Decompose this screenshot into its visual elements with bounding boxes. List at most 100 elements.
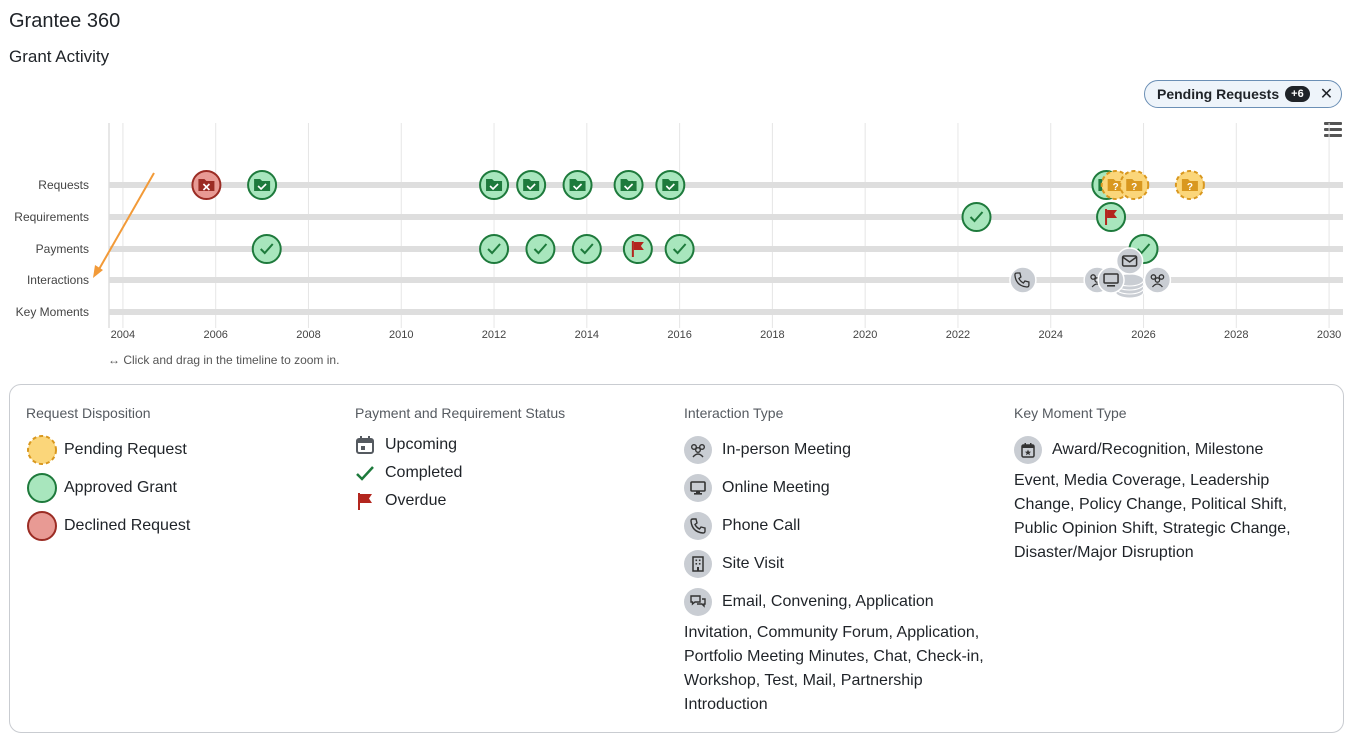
annotation-arrow [97, 172, 155, 272]
legend-label: Online Meeting [722, 479, 830, 496]
legend-label: Site Visit [722, 555, 784, 572]
pending-count-badge: +6 [1285, 86, 1310, 102]
svg-text:?: ? [1187, 182, 1193, 193]
row-label: Key Moments [16, 305, 89, 319]
legend-label: Pending Request [64, 441, 187, 458]
row-track [109, 214, 1343, 220]
row-track [109, 309, 1343, 315]
legend-heading: Request Disposition [26, 405, 151, 421]
timeline-marker-approved[interactable] [516, 170, 547, 200]
svg-text:?: ? [1131, 182, 1137, 193]
legend-status: Payment and Requirement Status Upcoming … [355, 405, 655, 515]
calendar-star-icon [1014, 436, 1052, 464]
timeline-marker-completed[interactable] [525, 234, 556, 264]
x-tick-label: 2024 [1038, 329, 1062, 341]
legend-item-approved: Approved Grant [26, 469, 326, 507]
x-tick-label: 2026 [1131, 329, 1155, 341]
legend-item-declined: Declined Request [26, 507, 326, 545]
legend-label-continued: Invitation, Community Forum, Application… [684, 624, 984, 713]
timeline-marker-declined[interactable] [191, 170, 222, 200]
legend-item-other-interactions: Email, Convening, Application Invitation… [684, 583, 994, 717]
x-tick-label: 2006 [203, 329, 227, 341]
x-tick-label: 2022 [946, 329, 970, 341]
legend-label: Phone Call [722, 517, 801, 534]
svg-text:?: ? [1113, 182, 1119, 193]
timeline-marker-phone-call[interactable] [1009, 266, 1037, 294]
timeline-marker-overdue[interactable] [622, 234, 653, 264]
timeline-chart[interactable]: Requests Requirements Payments Interactions… [0, 115, 1357, 350]
timeline-marker-overdue[interactable] [1096, 202, 1127, 232]
hamburger-menu-icon[interactable] [1324, 122, 1342, 138]
building-icon [684, 550, 722, 578]
pending-requests-filter-chip[interactable]: Pending Requests +6 ✕ [1144, 80, 1342, 108]
annotation-arrowhead [93, 265, 103, 278]
timeline-marker-approved[interactable] [479, 170, 510, 200]
timeline-marker-completed[interactable] [664, 234, 695, 264]
timeline-marker-pending[interactable]: ? [1174, 170, 1205, 200]
timeline-marker-approved[interactable] [247, 170, 278, 200]
flag-icon [355, 491, 385, 511]
legend-item-phone: Phone Call [684, 507, 994, 545]
x-tick-label: 2016 [667, 329, 691, 341]
row-label: Requests [38, 178, 89, 192]
timeline-marker-completed[interactable] [571, 234, 602, 264]
page-title: Grantee 360 [9, 10, 121, 32]
row-track [109, 182, 1343, 188]
calendar-icon [355, 435, 385, 455]
legend-item-key-moments: Award/Recognition, Milestone Event, Medi… [1014, 431, 1324, 565]
row-label: Interactions [27, 273, 89, 287]
timeline-marker-completed[interactable] [251, 234, 282, 264]
legend-item-online: Online Meeting [684, 469, 994, 507]
legend-heading: Payment and Requirement Status [355, 405, 566, 421]
x-tick-label: 2028 [1224, 329, 1248, 341]
legend-panel: Request Disposition Pending Request Appr… [9, 384, 1344, 733]
legend-label: In-person Meeting [722, 441, 851, 458]
timeline-marker-in-person-meeting[interactable] [1143, 266, 1172, 294]
x-tick-label: 2010 [389, 329, 413, 341]
pending-requests-label: Pending Requests [1157, 86, 1280, 102]
timeline-marker-email[interactable] [1115, 247, 1144, 275]
timeline-marker-completed[interactable] [479, 234, 510, 264]
zoom-hint: ↔ Click and drag in the timeline to zoom… [108, 353, 340, 367]
legend-label: Declined Request [64, 517, 191, 534]
timeline-marker-pending[interactable]: ? [1119, 170, 1150, 200]
legend-item-overdue: Overdue [355, 487, 655, 515]
phone-icon [684, 512, 722, 540]
declined-request-icon [26, 510, 64, 542]
legend-request-disposition: Request Disposition Pending Request Appr… [26, 405, 326, 545]
x-tick-label: 2012 [482, 329, 506, 341]
x-tick-label: 2020 [853, 329, 877, 341]
timeline-marker-approved[interactable] [562, 170, 593, 200]
legend-item-in-person: In-person Meeting [684, 431, 994, 469]
timeline-marker-approved[interactable] [613, 170, 644, 200]
x-tick-label: 2030 [1317, 329, 1341, 341]
timeline-marker-approved[interactable] [655, 170, 686, 200]
legend-label-continued: Event, Media Coverage, Leadership Change… [1014, 472, 1291, 561]
monitor-icon [684, 474, 722, 502]
row-track [109, 277, 1343, 283]
close-icon[interactable]: ✕ [1319, 86, 1334, 103]
approved-grant-icon [26, 472, 64, 504]
x-tick-label: 2008 [296, 329, 320, 341]
legend-item-completed: Completed [355, 459, 655, 487]
x-tick-label: 2014 [575, 329, 599, 341]
legend-label: Approved Grant [64, 479, 177, 496]
timeline-marker-online-meeting[interactable] [1097, 266, 1125, 294]
legend-heading: Key Moment Type [1014, 405, 1127, 421]
row-label: Payments [36, 242, 89, 256]
legend-item-site-visit: Site Visit [684, 545, 994, 583]
pending-request-icon [26, 434, 64, 466]
row-label: Requirements [14, 210, 89, 224]
checkmark-icon [355, 463, 385, 483]
chat-bubbles-icon [684, 588, 722, 616]
timeline-marker-completed[interactable] [961, 202, 992, 232]
legend-heading: Interaction Type [684, 405, 784, 421]
section-title: Grant Activity [9, 47, 110, 66]
legend-item-pending: Pending Request [26, 431, 326, 469]
legend-label: Overdue [385, 492, 447, 509]
legend-item-upcoming: Upcoming [355, 431, 655, 459]
legend-interaction-type: Interaction Type In-person Meeting Onlin… [684, 405, 994, 717]
legend-key-moment-type: Key Moment Type Award/Recognition, Miles… [1014, 405, 1324, 565]
x-tick-label: 2018 [760, 329, 784, 341]
row-track [109, 246, 1343, 252]
